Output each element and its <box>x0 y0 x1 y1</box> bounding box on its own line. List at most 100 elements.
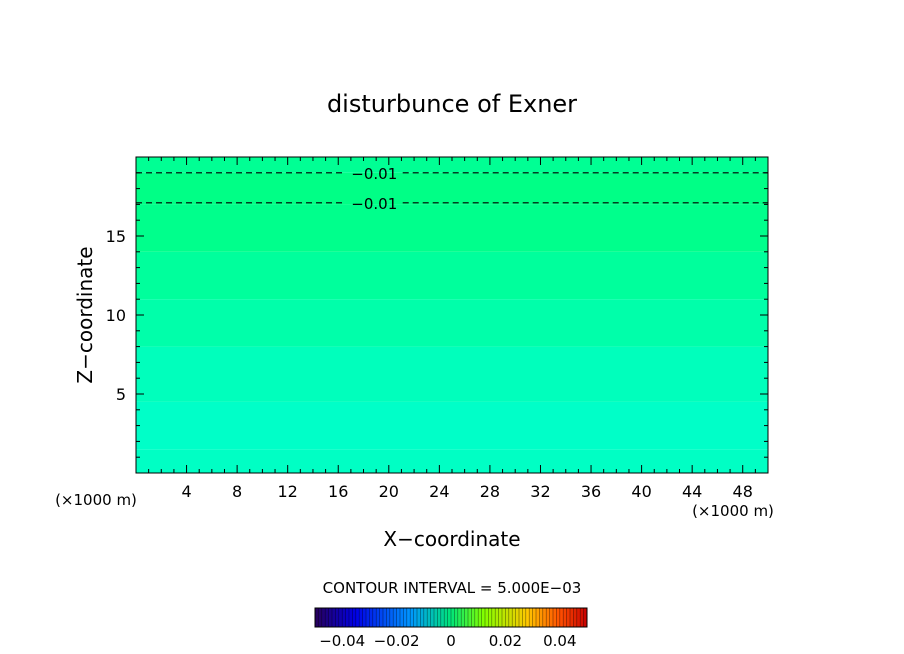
contour-interval-text: CONTOUR INTERVAL = 5.000E−03 <box>323 579 582 597</box>
colorbar-cell-20 <box>383 608 387 627</box>
colorbar-cell-8 <box>342 608 347 627</box>
x-unit-left: (×1000 m) <box>55 491 137 509</box>
colorbar-tick-label-1: −0.02 <box>374 632 420 650</box>
colorbar <box>314 607 588 628</box>
y-axis-ticks <box>136 172 768 458</box>
colorbar-cell-73 <box>563 608 568 627</box>
colorbar-cell-79 <box>583 608 588 627</box>
colorbar-cell-71 <box>556 608 561 627</box>
heat-band-6 <box>136 172 768 205</box>
colorbar-cell-4 <box>328 608 333 627</box>
colorbar-cell-65 <box>536 608 540 627</box>
colorbar-cell-17 <box>372 608 377 627</box>
colorbar-cell-45 <box>468 608 472 627</box>
colorbar-cell-30 <box>417 608 421 627</box>
colorbar-cell-53 <box>495 608 500 627</box>
colorbar-cell-58 <box>512 608 517 627</box>
colorbar-cell-40 <box>451 608 455 627</box>
plot-area: −0.01 −0.01 <box>135 156 769 474</box>
x-axis-ticks <box>148 157 756 473</box>
x-unit-right: (×1000 m) <box>692 502 774 520</box>
y-tick-label-1: 10 <box>106 306 126 325</box>
colorbar-cell-64 <box>532 608 537 627</box>
colorbar-cell-26 <box>403 608 408 627</box>
colorbar-cell-57 <box>508 608 513 627</box>
colorbar-cell-39 <box>447 608 452 627</box>
x-tick-label-1: 8 <box>232 482 242 501</box>
colorbar-cell-15 <box>366 608 370 627</box>
colorbar-cell-23 <box>393 608 398 627</box>
heat-band-4 <box>136 251 768 300</box>
y-tick-label-2: 15 <box>106 227 126 246</box>
contour-label-1: −0.01 <box>351 195 397 213</box>
colorbar-cell-48 <box>478 608 483 627</box>
colorbar-cell-9 <box>345 608 350 627</box>
colorbar-cell-47 <box>474 608 479 627</box>
colorbar-cell-42 <box>457 608 462 627</box>
colorbar-cell-49 <box>481 608 486 627</box>
colorbar-cell-70 <box>553 608 557 627</box>
colorbar-cell-41 <box>454 608 459 627</box>
colorbar-cell-13 <box>359 608 364 627</box>
colorbar-cell-29 <box>413 608 418 627</box>
x-tick-label-9: 40 <box>631 482 651 501</box>
colorbar-cell-63 <box>529 608 534 627</box>
colorbar-cell-16 <box>369 608 374 627</box>
colorbar-cell-77 <box>576 608 581 627</box>
colorbar-cell-25 <box>400 608 404 627</box>
colorbar-cell-28 <box>410 608 415 627</box>
colorbar-cell-27 <box>406 608 411 627</box>
colorbar-cell-36 <box>437 608 442 627</box>
colorbar-cell-34 <box>430 608 435 627</box>
colorbar-cell-0 <box>315 608 319 627</box>
colorbar-cell-6 <box>335 608 340 627</box>
colorbar-cell-33 <box>427 608 432 627</box>
colorbar-tick-label-3: 0.02 <box>489 632 522 650</box>
heatmap-bands <box>136 157 768 473</box>
x-tick-label-4: 20 <box>379 482 399 501</box>
colorbar-cell-10 <box>349 608 353 627</box>
x-tick-label-7: 32 <box>530 482 550 501</box>
colorbar-cell-14 <box>362 608 367 627</box>
colorbar-cell-5 <box>332 608 336 627</box>
colorbar-cell-35 <box>434 608 438 627</box>
colorbar-cell-12 <box>355 608 360 627</box>
colorbar-cell-52 <box>491 608 496 627</box>
x-tick-label-10: 44 <box>682 482 702 501</box>
colorbar-tick-label-0: −0.04 <box>319 632 365 650</box>
colorbar-cell-2 <box>321 608 326 627</box>
colorbar-cell-51 <box>488 608 493 627</box>
y-axis-label: Z−coordinate <box>73 246 97 383</box>
heat-band-1 <box>136 401 768 450</box>
colorbar-tick-label-4: 0.04 <box>543 632 576 650</box>
colorbar-cell-46 <box>471 608 476 627</box>
colorbar-cell-22 <box>389 608 394 627</box>
colorbar-cell-61 <box>522 608 527 627</box>
x-tick-label-11: 48 <box>733 482 753 501</box>
x-tick-label-0: 4 <box>181 482 191 501</box>
colorbar-cell-74 <box>566 608 571 627</box>
chart-title: disturbunce of Exner <box>327 90 577 118</box>
heat-band-7 <box>136 157 768 173</box>
colorbar-frame <box>314 607 588 628</box>
x-tick-label-8: 36 <box>581 482 601 501</box>
colorbar-cell-11 <box>352 608 357 627</box>
heat-band-0 <box>136 449 768 473</box>
x-tick-label-2: 12 <box>278 482 298 501</box>
contour-lines: −0.01 −0.01 <box>136 165 768 213</box>
colorbar-cell-66 <box>539 608 544 627</box>
colorbar-cell-72 <box>559 608 564 627</box>
contour-label-0: −0.01 <box>351 165 397 183</box>
x-tick-label-6: 28 <box>480 482 500 501</box>
colorbar-cell-60 <box>519 608 523 627</box>
colorbar-cell-55 <box>502 608 506 627</box>
colorbar-cell-68 <box>546 608 551 627</box>
x-tick-label-5: 24 <box>429 482 449 501</box>
colorbar-cell-75 <box>570 608 574 627</box>
colorbar-cell-32 <box>423 608 428 627</box>
colorbar-cell-21 <box>386 608 391 627</box>
colorbar-cell-7 <box>338 608 343 627</box>
colorbar-cell-19 <box>379 608 384 627</box>
colorbar-cell-59 <box>515 608 520 627</box>
